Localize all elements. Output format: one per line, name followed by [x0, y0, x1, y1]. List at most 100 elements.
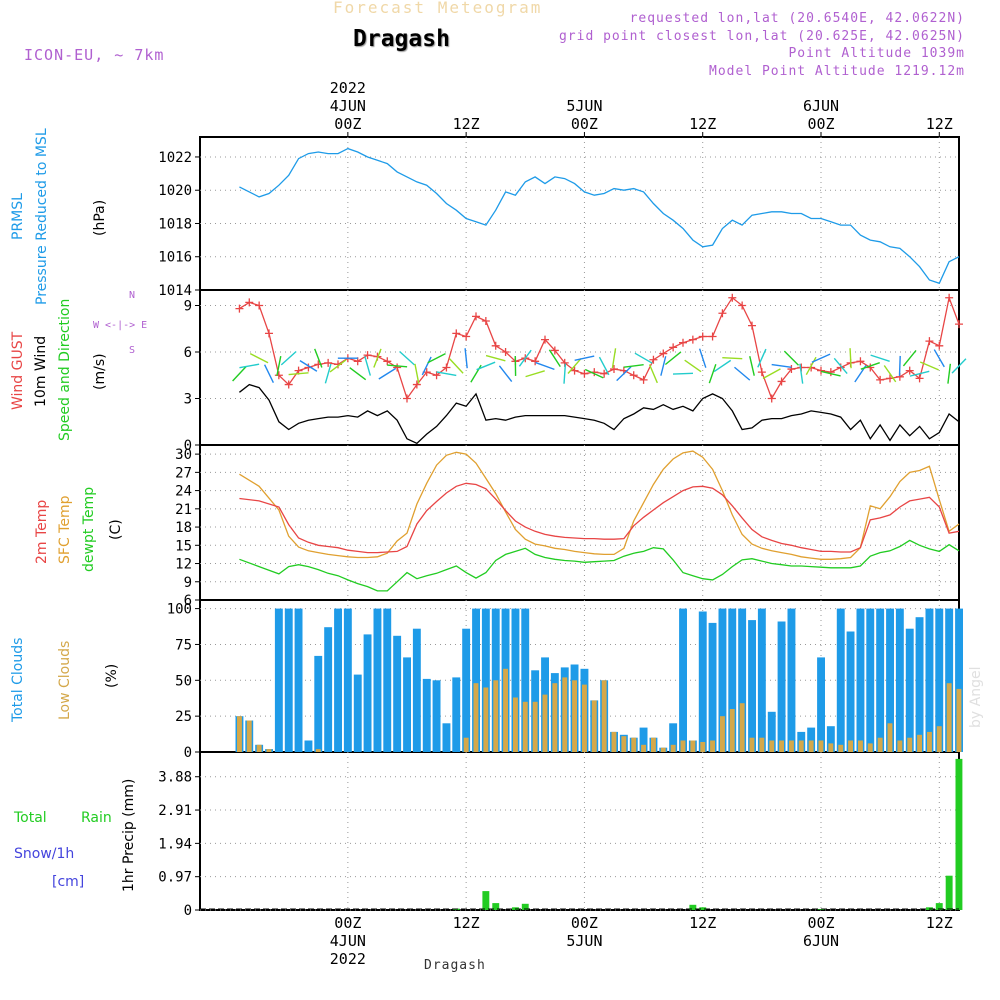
low-cloud-bar — [670, 744, 676, 752]
wind-direction-arrow — [288, 372, 309, 376]
wind-direction-arrow — [249, 353, 269, 364]
low-cloud-bar — [739, 703, 745, 752]
total-cloud-bar — [925, 608, 934, 752]
low-cloud-bar — [877, 737, 883, 752]
low-cloud-bar — [572, 680, 577, 752]
wind-direction-arrow — [757, 348, 767, 368]
wind-direction-arrow — [762, 368, 781, 380]
gust-marker — [718, 309, 727, 318]
wind-direction-arrow — [364, 356, 372, 376]
low-cloud-bar — [503, 668, 508, 752]
temperature-ytick-label: 6 — [184, 593, 192, 609]
top-time-label: 00Z — [334, 115, 361, 133]
total-cloud-bar — [886, 608, 894, 752]
gust-marker — [550, 346, 559, 355]
wind-direction-arrow — [833, 357, 848, 375]
wind-direction-arrow — [771, 363, 792, 369]
wind-direction-arrow — [329, 359, 347, 373]
low-cloud-bar — [749, 737, 755, 752]
top-time-label: 2022 — [330, 79, 366, 97]
precip-ytick-label: 0 — [184, 903, 192, 919]
pressure-line — [239, 147, 960, 285]
total-cloud-bar — [274, 608, 283, 752]
precip-ytick-label: 1.94 — [158, 836, 192, 852]
wind-direction-arrow — [299, 360, 318, 372]
temperature-ytick-label: 30 — [175, 447, 192, 463]
rain-bar — [945, 875, 953, 910]
gust-marker — [600, 369, 609, 378]
wind-direction-arrow — [909, 370, 930, 377]
gust-marker — [777, 377, 786, 386]
low-cloud-bar — [631, 737, 637, 752]
gust-marker — [265, 329, 273, 338]
bottom-time-label: 00Z — [807, 914, 834, 932]
low-cloud-bar — [483, 687, 489, 752]
low-cloud-bar — [848, 740, 853, 752]
gust-marker — [235, 304, 244, 313]
wind-direction-arrow — [660, 356, 667, 376]
gust-marker — [472, 312, 480, 321]
pressure-ytick-label: 1022 — [158, 150, 192, 166]
wind-direction-arrow — [860, 362, 880, 370]
clouds-panel-frame — [199, 599, 960, 753]
low-cloud-bar — [759, 737, 765, 752]
total-cloud-bar — [343, 608, 352, 752]
total-cloud-bar — [787, 608, 796, 752]
gust-marker — [679, 338, 687, 347]
gust-marker — [462, 332, 471, 341]
temperature-ytick-label: 18 — [175, 520, 192, 536]
pressure-ytick-label: 1014 — [158, 283, 192, 299]
total-cloud-bar — [669, 723, 678, 752]
wind-direction-arrow — [805, 356, 817, 376]
wind-direction-arrow — [883, 365, 897, 383]
wind-direction-arrow — [427, 353, 446, 364]
low-cloud-bar — [818, 740, 824, 752]
low-cloud-bar — [710, 740, 715, 752]
low-cloud-bar — [867, 743, 873, 752]
total-cloud-bar — [363, 634, 372, 752]
gust-marker — [748, 321, 756, 330]
gust-marker — [491, 341, 500, 350]
rain-bar — [699, 907, 707, 910]
low-cloud-bar — [621, 736, 627, 752]
total-cloud-bar — [807, 727, 816, 752]
low-cloud-bar — [798, 740, 804, 752]
gust-marker — [274, 371, 283, 380]
rain-bar — [482, 891, 490, 910]
wind-direction-arrow — [239, 363, 260, 369]
low-cloud-bar — [936, 726, 942, 752]
wind-direction-arrow — [799, 363, 804, 384]
low-cloud-bar — [611, 731, 617, 752]
wind-direction-arrow — [902, 349, 917, 367]
gust-marker — [393, 363, 402, 372]
total-cloud-bar — [353, 674, 362, 752]
rain-bar — [521, 903, 529, 910]
total-cloud-bar — [856, 608, 865, 752]
wind-direction-arrow — [518, 349, 532, 367]
low-cloud-bar — [256, 744, 262, 752]
sfc-temp-line — [239, 450, 960, 560]
compass-north: N — [129, 290, 136, 301]
wind-direction-arrow — [399, 350, 415, 366]
total-cloud-bar — [698, 611, 707, 752]
total-cloud-bar — [826, 726, 835, 752]
precip-ytick-label: 3.88 — [158, 770, 192, 786]
wind-direction-arrow — [436, 371, 457, 377]
gust-marker — [649, 355, 658, 364]
total-cloud-bar — [836, 608, 845, 752]
wind-ytick-label: 9 — [184, 299, 192, 315]
wind-direction-arrow — [919, 361, 939, 371]
total-cloud-bar — [393, 635, 402, 752]
wind-direction-arrow — [414, 363, 420, 384]
wind-direction-arrow — [448, 358, 464, 374]
bottom-time-label: 6JUN — [803, 932, 839, 950]
wind-direction-arrow — [713, 359, 732, 373]
low-cloud-bar — [582, 684, 587, 752]
gust-marker — [570, 366, 579, 375]
wind-direction-arrow — [933, 349, 945, 368]
point-altitude: Point Altitude 1039m — [788, 46, 965, 61]
low-cloud-bar — [641, 744, 646, 752]
low-cloud-bar — [513, 697, 518, 752]
gust-marker — [412, 380, 421, 389]
gust-marker — [452, 329, 461, 338]
